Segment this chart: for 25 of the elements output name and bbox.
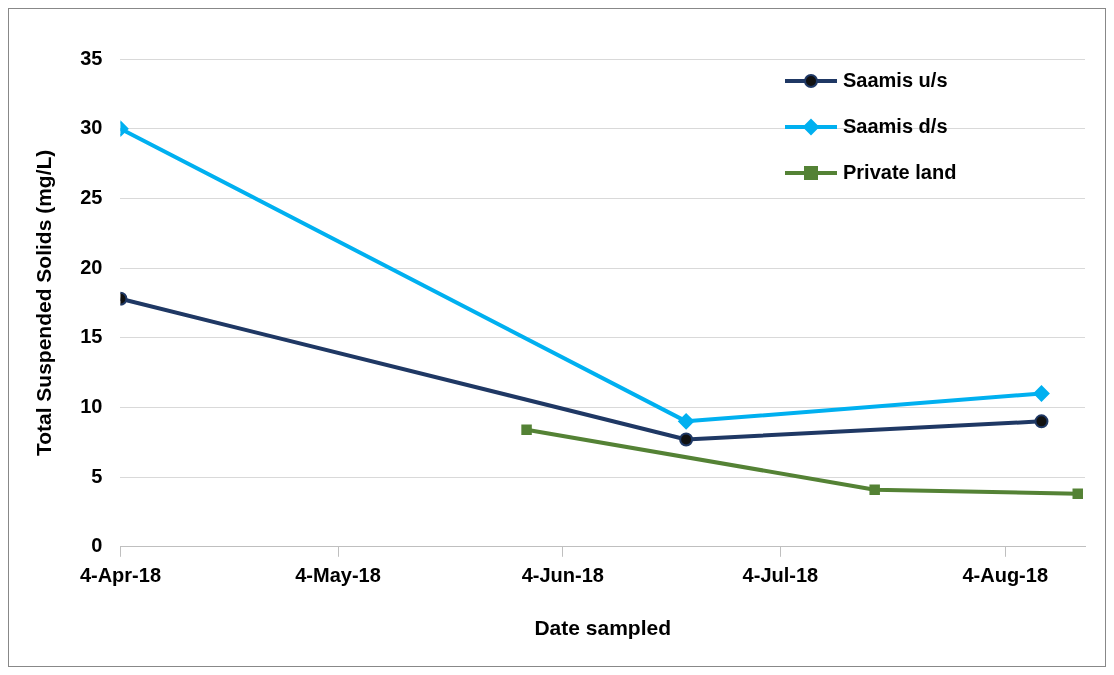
y-tick-label: 0 [91,534,103,557]
y-tick-label: 10 [80,394,103,417]
x-tick-label: 4-Apr-18 [79,564,162,587]
point [1033,385,1050,402]
legend-label: Private land [843,160,957,183]
x-tick-label: 4-May-18 [295,564,381,587]
point [1034,414,1049,429]
y-tick-label: 20 [80,255,103,278]
point [869,484,880,495]
x-tick-label: 4-Jun-18 [521,564,604,587]
y-tick-label: 35 [80,46,103,69]
y-axis-title: Total Suspended Solids (mg/L) [32,149,56,457]
point [521,424,532,435]
y-tick-label: 5 [91,464,103,487]
y-tick-label: 25 [80,185,103,208]
point [679,432,694,447]
legend-label: Saamis u/s [843,68,948,91]
y-tick-label: 15 [80,325,103,348]
point [1072,488,1083,500]
point [678,413,695,430]
x-tick-label: 4-Jul-18 [742,564,819,587]
x-axis-title: Date sampled [534,616,671,640]
x-tick-label: 4-Aug-18 [962,564,1049,587]
y-tick-label: 30 [80,116,103,139]
legend-label: Saamis d/s [843,114,948,137]
